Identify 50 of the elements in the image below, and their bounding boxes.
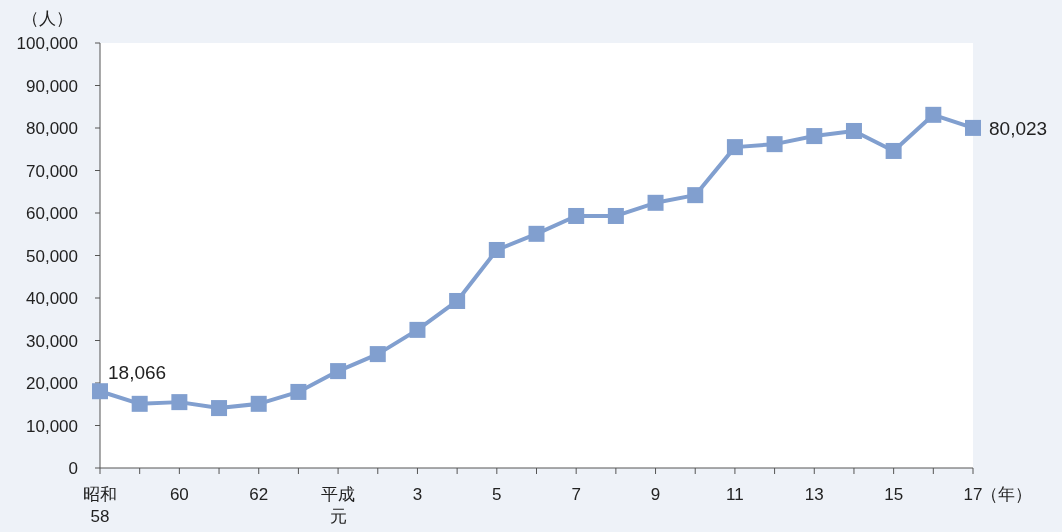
point: [925, 106, 942, 123]
point: [409, 321, 426, 338]
point: [250, 395, 267, 412]
y-tick-label: 60,000: [26, 204, 78, 223]
x-tick-label: 5: [492, 485, 502, 504]
x-tick-label: 9: [650, 485, 661, 504]
point: [488, 241, 505, 258]
point: [766, 136, 783, 153]
point: [647, 194, 664, 211]
point: [211, 400, 228, 417]
point: [528, 225, 545, 242]
x-tick-label: 昭和58: [83, 485, 117, 526]
data-label: 80,023: [989, 117, 1048, 139]
point: [449, 292, 466, 309]
point: [726, 139, 743, 156]
y-tick-label: 10,000: [26, 416, 78, 436]
point: [885, 142, 902, 159]
y-tick-label: 100,000: [16, 34, 78, 53]
x-tick-label: 15: [884, 485, 904, 504]
x-tick-label: 7: [571, 485, 581, 504]
y-tick-label: 50,000: [26, 246, 78, 266]
point: [965, 119, 981, 136]
y-tick-label: 70,000: [26, 161, 78, 181]
y-tick-label: 90,000: [26, 76, 78, 96]
data-label: 18,066: [108, 362, 167, 384]
point: [607, 207, 624, 224]
point: [687, 187, 704, 204]
y-tick-label: 80,000: [26, 119, 78, 138]
x-tick-label: 平成元: [321, 485, 356, 526]
x-tick-label: 11: [726, 485, 744, 504]
x-tick-label: 60: [169, 485, 189, 504]
point: [568, 207, 585, 224]
x-tick-label: 13: [804, 485, 824, 504]
y-tick-label: 20,000: [26, 374, 78, 393]
point: [330, 363, 347, 380]
y-axis-title: （人）: [22, 9, 73, 28]
x-tick-label: 3: [412, 485, 423, 504]
point: [806, 128, 823, 145]
x-axis-title: （年）: [981, 485, 1032, 504]
point: [171, 394, 188, 411]
point: [131, 395, 148, 412]
point: [92, 383, 108, 400]
point: [845, 122, 862, 139]
y-tick-label: 40,000: [26, 289, 78, 308]
x-tick-label: 62: [249, 485, 269, 504]
point: [290, 383, 307, 400]
point: [369, 346, 386, 363]
y-tick-label: 0: [68, 459, 78, 478]
y-tick-label: 30,000: [26, 331, 78, 351]
x-tick-label: 17: [963, 485, 983, 504]
